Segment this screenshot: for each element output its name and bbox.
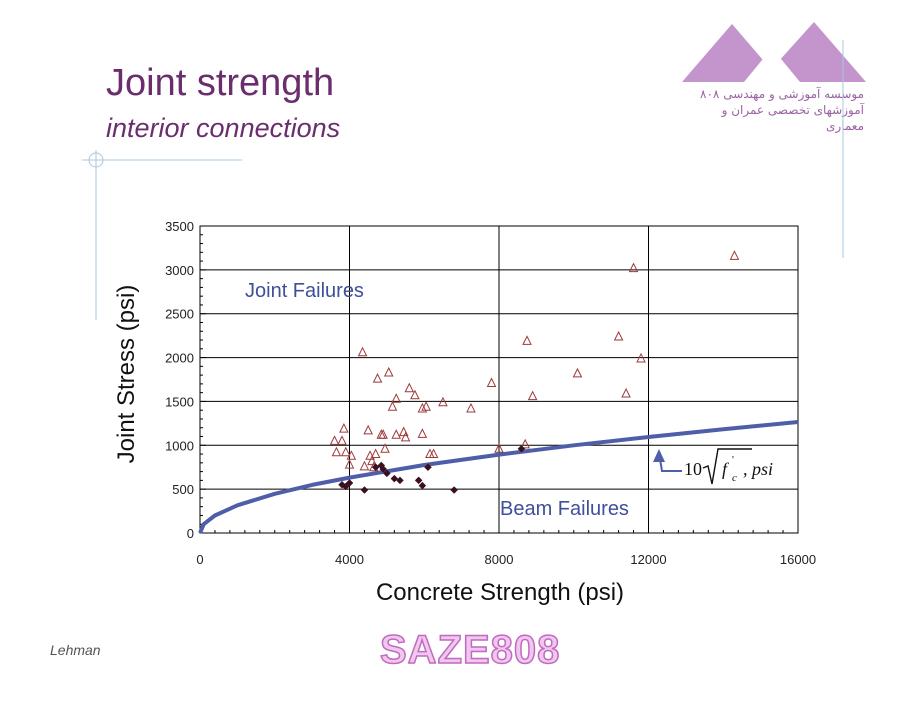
joint-failure-point [340,446,351,457]
joint-failures-label: Joint Failures [245,280,364,302]
joint-failure-point [367,455,377,466]
joint-failure-point [387,401,398,411]
beam-failure-point [396,476,404,485]
joint-failure-point [417,402,428,413]
joint-failure-point [372,373,383,383]
logo-line-2: آموزشهای تخصصی عمران و معماری [721,103,864,133]
x-tick-label: 8000 [485,552,514,567]
beam-failure-point [379,465,387,473]
joint-failure-point [628,262,639,273]
footer-author: Lehman [50,642,101,658]
joint-failure-point [636,352,646,363]
x-tick-label: 4000 [335,552,364,567]
beam-failures-label: Beam Failures [500,498,629,520]
logo-text: موسسه آموزشی و مهندسی ۸۰۸ آموزشهای تخصصی… [684,86,864,134]
y-tick-label: 2000 [165,351,194,366]
beam-failure-point [418,481,427,490]
y-tick-label: 3500 [165,219,194,234]
joint-failure-point [520,438,530,449]
joint-failure-point [337,435,347,445]
x-tick-label: 12000 [630,552,666,567]
y-tick-label: 3000 [165,263,194,278]
curve-label-sub: c [732,472,737,484]
x-axis-title: Concrete Strength (psi) [376,579,624,606]
y-axis-title: Joint Stress (psi) [113,285,140,464]
x-tick-label: 0 [196,552,203,567]
joint-failure-point [494,443,504,453]
joint-failure-point [410,389,420,400]
beam-failure-point [360,486,369,494]
joint-failure-point [466,402,476,413]
y-tick-label: 2500 [165,307,194,322]
beam-failure-point [424,463,432,472]
sqrt-sign [702,448,752,485]
institute-logo [682,22,866,82]
joint-failure-point [527,390,538,401]
joint-failure-point [428,448,439,459]
strength-curve [198,420,799,534]
joint-failure-point [486,377,497,388]
beam-failure-point [345,479,354,487]
joint-failure-point [404,382,415,393]
curve-label-prime: ' [732,454,734,466]
joint-failure-point [613,330,624,341]
beam-failure-point [517,444,526,453]
joint-failure-point [329,435,340,445]
curve-series [198,420,799,534]
grid [199,225,799,534]
joint-failure-point [380,443,390,453]
curve-label-fc: f [722,459,730,479]
joint-failure-point [331,446,342,457]
joint-failure-point [621,387,631,398]
decor-circle [88,152,104,168]
joint-failure-point [391,393,402,403]
slide-subtitle: interior connections [106,113,341,143]
beam-failure-point [383,469,391,478]
joint-failure-point [346,450,357,460]
joint-failure-point [729,250,740,260]
ticks: 0 500 1000 1500 2000 2500 3000 3500 0 4000 8000 120… [165,219,816,567]
joint-failure-point [572,367,583,378]
joint-failure-point [339,423,349,433]
beam-failure-point [414,476,423,485]
curve-label-unit: , psi [743,459,773,479]
joint-failure-point [370,448,381,459]
joint-failure-point [383,366,394,377]
curve-label-arrowhead [653,449,665,462]
slide-title: Joint strength [106,62,335,104]
beam-failure-point [390,474,399,483]
joint-failure-point [438,396,448,407]
point-series [329,250,740,494]
curve-label-coef: 10 [684,459,702,479]
logo-line-1: موسسه آموزشی و مهندسی ۸۰۸ [700,87,864,101]
x-tick-label: 16000 [780,552,816,567]
y-tick-label: 1000 [165,438,194,453]
curve-label: 10 f ' c , psi [653,448,773,485]
beam-failure-point [371,463,380,472]
y-tick-label: 0 [187,526,194,541]
y-tick-label: 500 [172,482,194,497]
joint-failure-point [417,428,428,438]
joint-failure-point [357,346,368,357]
joint-failure-point [421,401,431,411]
curve-label-leader [659,458,682,472]
logo-notch [744,48,800,82]
beam-failure-point [450,486,459,494]
joint-failure-point [391,429,402,439]
joint-failure-point [344,458,355,469]
joint-failure-point [359,460,370,471]
y-tick-label: 1500 [165,394,194,409]
watermark: SAZE808 [379,627,561,673]
joint-failure-point [400,431,411,442]
joint-failure-point [363,424,373,435]
joint-failure-point [378,429,388,439]
joint-failure-point [522,335,532,345]
